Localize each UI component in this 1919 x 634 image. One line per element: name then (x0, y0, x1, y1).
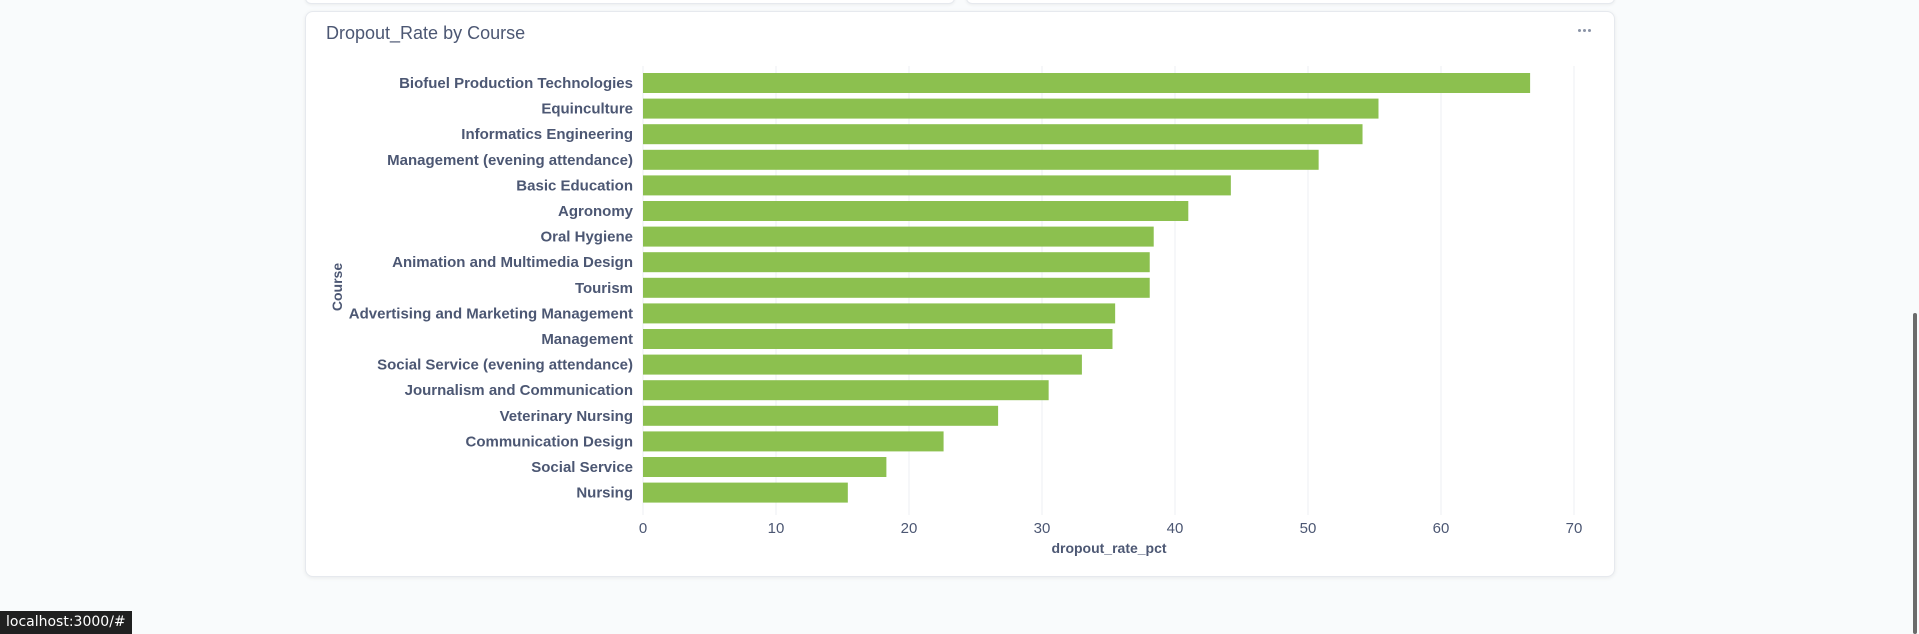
category-labels: Biofuel Production Technologies Equincult… (349, 75, 634, 502)
card-title: Dropout_Rate by Course (326, 23, 526, 43)
bar[interactable] (643, 303, 1116, 324)
bar[interactable] (643, 457, 887, 477)
bar[interactable] (643, 380, 1049, 401)
category-label: Equinculture (541, 101, 633, 118)
bar-chart: Biofuel Production Technologies Equincult… (329, 66, 1583, 556)
x-tick-labels: 0 10 20 30 40 50 60 70 (639, 520, 1583, 537)
bar[interactable] (643, 201, 1189, 221)
x-tick-label: 70 (1566, 520, 1583, 537)
more-icon-dot (1582, 28, 1586, 32)
category-label: Agronomy (558, 203, 634, 220)
bar[interactable] (643, 98, 1379, 119)
x-tick-label: 10 (768, 520, 785, 537)
bar[interactable] (643, 175, 1231, 196)
x-tick-label: 20 (901, 520, 918, 537)
more-horizontal-icon (1577, 28, 1581, 32)
bar[interactable] (643, 252, 1150, 273)
x-tick-label: 30 (1034, 520, 1051, 537)
bar[interactable] (643, 124, 1363, 145)
bar[interactable] (643, 405, 999, 426)
category-label: Tourism (575, 280, 633, 297)
bars (643, 73, 1531, 503)
category-label: Informatics Engineering (461, 126, 633, 143)
previous-card-right (966, 0, 1615, 4)
category-label: Social Service (531, 459, 633, 476)
y-axis-title: Course (329, 263, 345, 311)
category-label: Nursing (576, 485, 633, 502)
previous-card-left (305, 0, 955, 4)
bar[interactable] (643, 226, 1154, 247)
x-axis-title: dropout_rate_pct (1051, 540, 1166, 556)
category-label: Animation and Multimedia Design (392, 254, 633, 271)
category-label: Journalism and Communication (405, 382, 633, 399)
category-label: Management (541, 331, 633, 348)
bar[interactable] (643, 329, 1113, 349)
page-scrollbar[interactable] (1913, 313, 1917, 634)
category-label: Management (evening attendance) (387, 152, 633, 169)
bar[interactable] (643, 482, 848, 503)
category-label: Veterinary Nursing (500, 408, 633, 425)
bar[interactable] (643, 431, 944, 452)
bar[interactable] (643, 277, 1150, 298)
bar[interactable] (643, 73, 1531, 93)
chart-card: Biofuel Production Technologies Equincult… (305, 11, 1615, 577)
x-tick-label: 50 (1300, 520, 1317, 537)
category-label: Oral Hygiene (540, 229, 633, 246)
bar[interactable] (643, 149, 1319, 170)
category-label: Biofuel Production Technologies (399, 75, 633, 92)
more-icon-dot (1587, 28, 1591, 32)
category-label: Communication Design (465, 433, 633, 450)
x-tick-label: 0 (639, 520, 647, 537)
more-options-button[interactable] (1572, 20, 1596, 40)
status-bar-url: localhost:3000/# (0, 611, 132, 634)
category-label: Advertising and Marketing Management (349, 305, 633, 322)
category-label: Social Service (evening attendance) (377, 357, 633, 374)
x-tick-label: 60 (1433, 520, 1450, 537)
x-tick-label: 40 (1167, 520, 1184, 537)
bar[interactable] (643, 354, 1082, 375)
category-label: Basic Education (516, 177, 633, 194)
